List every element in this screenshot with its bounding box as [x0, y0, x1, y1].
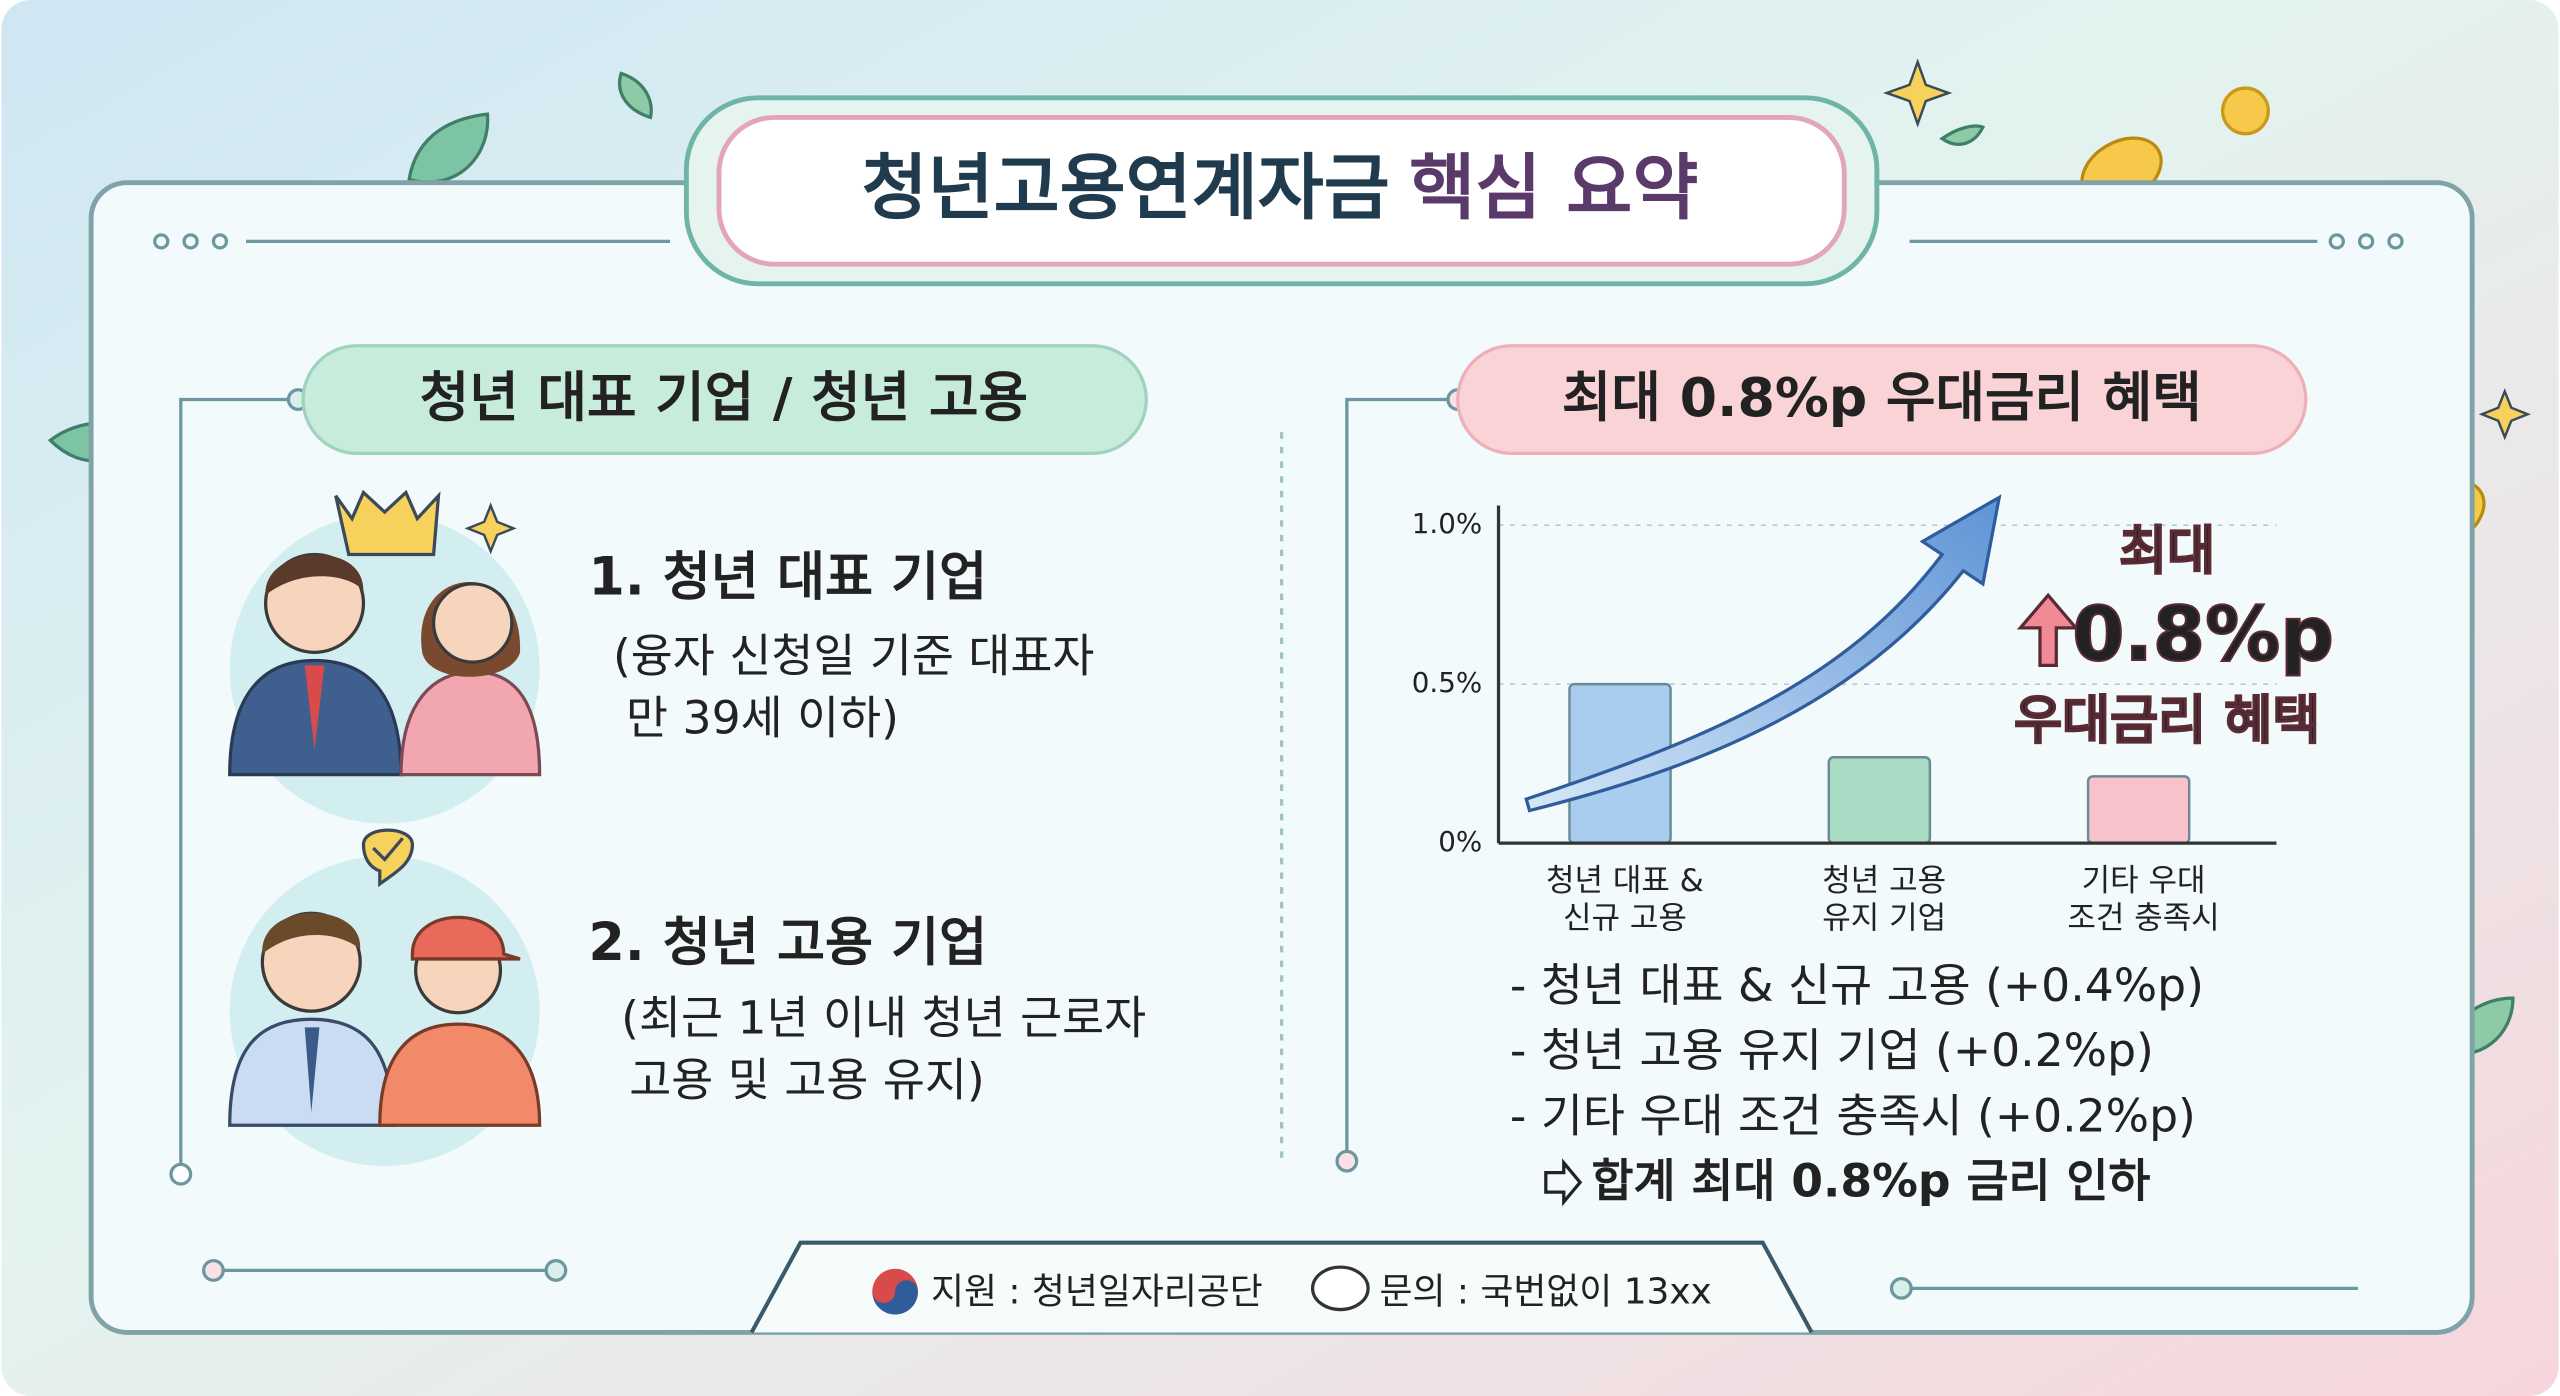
x-tick-label: 청년 고용 [1822, 863, 1946, 899]
contact-icon [1310, 1265, 1370, 1312]
x-tick-label: 신규 고용 [1563, 900, 1687, 936]
bar [1827, 756, 1932, 845]
bullet: - 청년 대표 & 신규 고용 (+0.4%p) [1510, 959, 2204, 1012]
item-title: 2. 청년 고용 기업 [589, 913, 988, 973]
item-desc: 만 39세 이하) [626, 691, 899, 744]
title: 청년고용연계자금 핵심 요약 [862, 145, 1699, 229]
trend-arrow [1524, 494, 2002, 813]
bar [2086, 775, 2191, 845]
right-heading: 최대 0.8%p 우대금리 혜택 [1562, 366, 2202, 429]
support: 지원 : 청년일자리공단 [931, 1271, 1263, 1312]
bullet: - 기타 우대 조건 충족시 (+0.2%p) [1510, 1089, 2196, 1142]
up-icon [2016, 592, 2080, 668]
item-desc: (최근 1년 이내 청년 근로자 [621, 991, 1146, 1044]
x-tick-label: 기타 우대 [2082, 863, 2206, 899]
x-tick-label: 유지 기업 [1822, 900, 1946, 936]
x-tick-label: 조건 충족시 [2067, 900, 2219, 936]
y-tick-label: 1.0% [1412, 507, 1482, 540]
left-heading-pill [301, 344, 1148, 456]
support-icon-part [872, 1280, 918, 1315]
title-pill [716, 114, 1847, 267]
total-arrow [1544, 1158, 1583, 1207]
x-tick-label: 청년 대표 & [1546, 863, 1704, 899]
total: 합계 최대 0.8%p 금리 인하 [1591, 1154, 2150, 1207]
right-heading-pill [1456, 344, 2308, 456]
footer-tab [749, 1240, 1814, 1334]
item-title: 1. 청년 대표 기업 [589, 548, 988, 608]
annotation: 0.8%p [2072, 590, 2334, 678]
illustration-employees [228, 828, 542, 1167]
bullet: - 청년 고용 유지 기업 (+0.2%p) [1510, 1024, 2154, 1077]
title-highlight: 핵심 요약 [1409, 145, 1698, 229]
annotation: 최대 [2119, 521, 2215, 581]
item-desc: (융자 신청일 기준 대표자 [613, 629, 1094, 682]
item-desc: 고용 및 고용 유지) [629, 1053, 984, 1106]
title-main: 청년고용연계자금 [862, 145, 1390, 229]
left-heading: 청년 대표 기업 / 청년 고용 [420, 366, 1028, 429]
illustration-ceo [228, 489, 542, 824]
annotation: 우대금리 혜택 [2014, 691, 2320, 751]
y-tick-label: 0.5% [1412, 666, 1482, 699]
contact: 문의 : 국번없이 13xx [1379, 1271, 1711, 1312]
y-tick-label: 0% [1438, 825, 1482, 858]
